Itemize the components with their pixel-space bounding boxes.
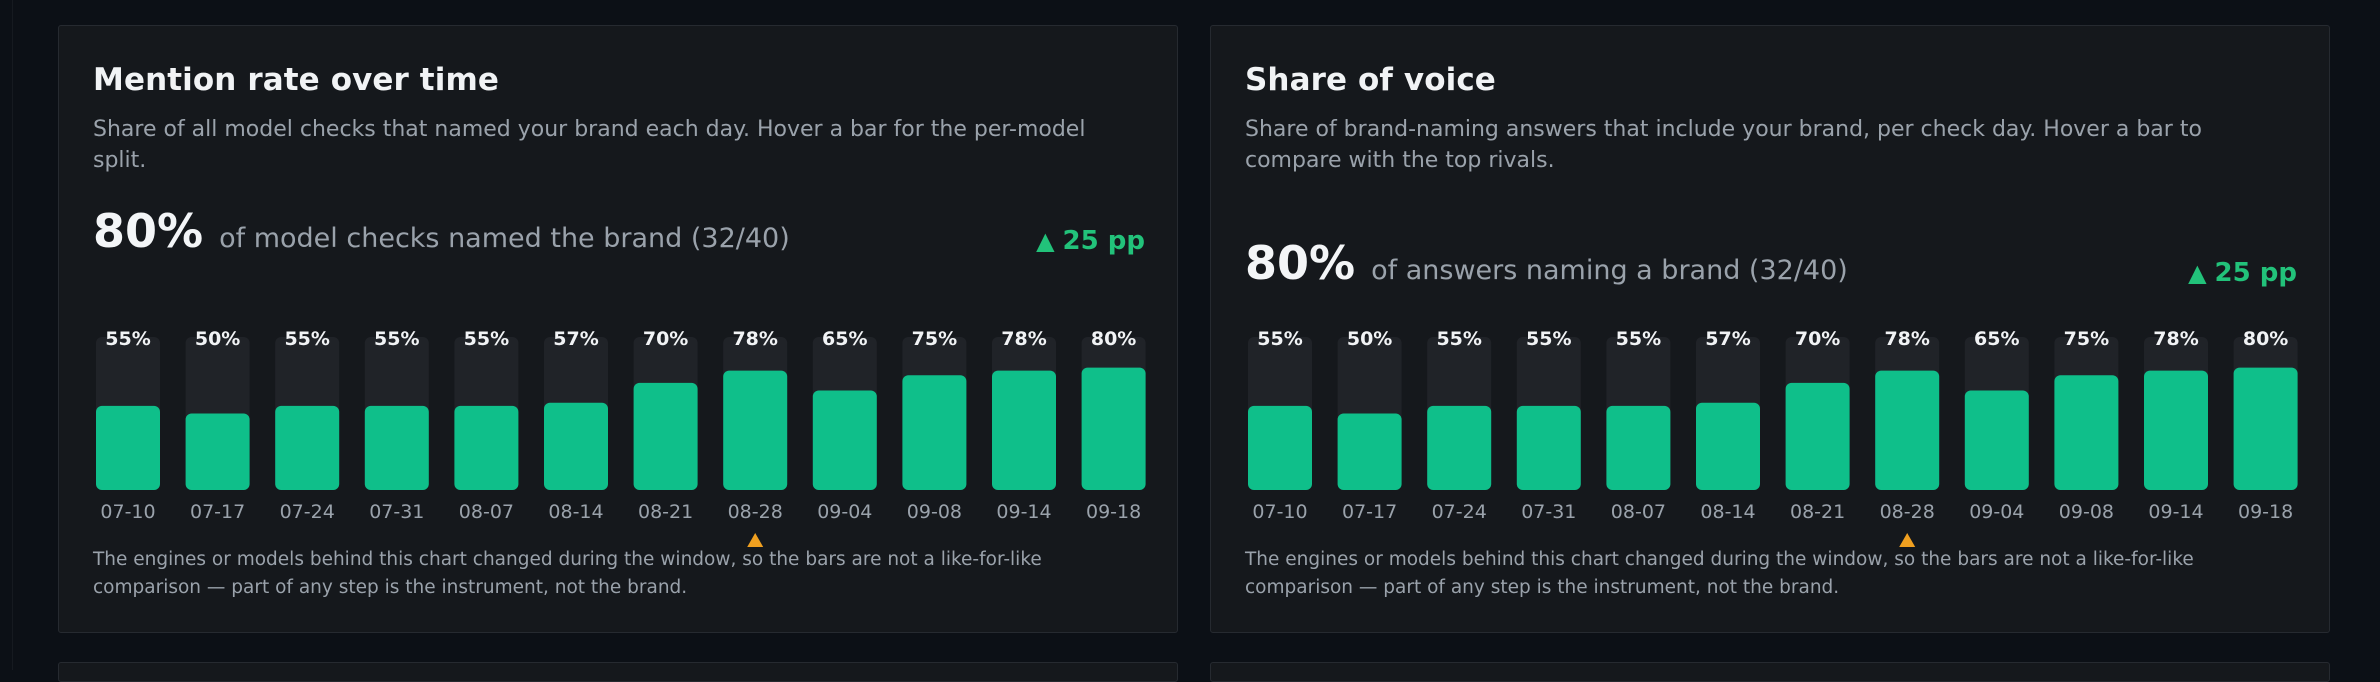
x-tick-label: 09-04	[1969, 501, 2024, 523]
bar-value-label: 80%	[1091, 328, 1136, 350]
bar-09-14[interactable]	[992, 370, 1056, 490]
share-of-voice-card: Share of voice Share of brand-naming ans…	[1210, 25, 2330, 633]
kpi-row: 80% of answers naming a brand (32/40)	[1245, 236, 1848, 290]
x-tick-label: 08-14	[548, 501, 603, 523]
window-edge	[12, 0, 13, 670]
bar-value-label: 78%	[2153, 328, 2198, 350]
x-tick-label: 08-07	[459, 501, 514, 523]
bar-07-24[interactable]	[275, 405, 340, 490]
bar-value-label: 57%	[553, 328, 598, 350]
x-tick-label: 07-31	[1521, 501, 1576, 523]
x-tick-label: 09-08	[2059, 501, 2114, 523]
bar-08-28[interactable]	[1875, 370, 1940, 490]
bar-value-label: 55%	[1526, 328, 1571, 350]
bar-07-31[interactable]	[364, 405, 429, 490]
x-tick-label: 07-10	[1252, 501, 1307, 523]
x-tick-label: 09-18	[2238, 501, 2293, 523]
bar-value-label: 75%	[2064, 328, 2109, 350]
x-tick-label: 09-08	[907, 501, 962, 523]
delta-badge: ▲ 25 pp	[2188, 258, 2297, 288]
x-tick-label: 08-14	[1700, 501, 1755, 523]
card-description: Share of brand-naming answers that inclu…	[1245, 117, 2202, 173]
delta-value: 25 pp	[1062, 226, 1145, 256]
kpi-value: 80%	[1245, 236, 1356, 290]
bar-value-label: 55%	[105, 328, 150, 350]
next-card-top	[58, 662, 1178, 682]
x-tick-label: 09-04	[817, 501, 872, 523]
next-card-top	[1210, 662, 2330, 682]
triangle-up-icon[interactable]	[1899, 533, 1916, 547]
kpi-label: of answers naming a brand (32/40)	[1371, 255, 1848, 286]
x-tick-label: 08-21	[1790, 501, 1845, 523]
bar-07-10[interactable]	[96, 405, 160, 490]
bar-08-21[interactable]	[633, 382, 698, 490]
bar-07-31[interactable]	[1516, 405, 1581, 490]
bar-value-label: 55%	[284, 328, 329, 350]
bar-value-label: 55%	[1616, 328, 1661, 350]
bar-value-label: 50%	[1347, 328, 1392, 350]
bar-09-04[interactable]	[812, 390, 877, 490]
bar-value-label: 55%	[1436, 328, 1481, 350]
x-tick-label: 08-28	[1880, 501, 1935, 523]
x-tick-label: 07-24	[1432, 501, 1487, 523]
bar-07-17[interactable]	[185, 413, 250, 491]
bar-value-label: 75%	[912, 328, 957, 350]
x-tick-label: 07-17	[1342, 501, 1397, 523]
bar-value-label: 80%	[2243, 328, 2288, 350]
kpi-row: 80% of model checks named the brand (32/…	[93, 204, 790, 258]
chart-footnote: The engines or models behind this chart …	[93, 549, 1042, 598]
bar-09-08[interactable]	[902, 375, 967, 490]
card-description: Share of all model checks that named you…	[93, 117, 1086, 173]
delta-value: 25 pp	[2214, 258, 2297, 288]
triangle-up-icon: ▲	[2188, 259, 2207, 287]
bar-09-04[interactable]	[1964, 390, 2029, 490]
bar-07-24[interactable]	[1427, 405, 1492, 490]
bar-value-label: 70%	[1795, 328, 1840, 350]
x-tick-label: 07-31	[369, 501, 424, 523]
bar-value-label: 55%	[464, 328, 509, 350]
mention-rate-bar-chart: 55% 07-10 50% 07-17 55% 07-24 55% 07-31 55% 08-07…	[96, 328, 1146, 547]
bar-07-17[interactable]	[1337, 413, 1402, 491]
bar-value-label: 50%	[195, 328, 240, 350]
x-tick-label: 08-07	[1611, 501, 1666, 523]
bar-value-label: 70%	[643, 328, 688, 350]
share-of-voice-bar-chart: 55% 07-10 50% 07-17 55% 07-24 55% 07-31 55% 08-07…	[1248, 328, 2298, 547]
bar-value-label: 65%	[822, 328, 867, 350]
bar-value-label: 55%	[374, 328, 419, 350]
delta-badge: ▲ 25 pp	[1036, 226, 1145, 256]
bar-08-21[interactable]	[1785, 382, 1850, 490]
bar-09-14[interactable]	[2144, 370, 2208, 490]
bar-value-label: 78%	[732, 328, 777, 350]
x-tick-label: 08-28	[728, 501, 783, 523]
bar-09-18[interactable]	[2233, 367, 2298, 490]
bar-value-label: 65%	[1974, 328, 2019, 350]
triangle-up-icon[interactable]	[747, 533, 764, 547]
kpi-label: of model checks named the brand (32/40)	[219, 223, 790, 254]
x-tick-label: 09-18	[1086, 501, 1141, 523]
bar-08-28[interactable]	[723, 370, 788, 490]
x-tick-label: 09-14	[2148, 501, 2203, 523]
bar-07-10[interactable]	[1248, 405, 1312, 490]
chart-footnote: The engines or models behind this chart …	[1245, 549, 2194, 598]
bar-value-label: 55%	[1257, 328, 1302, 350]
x-tick-label: 07-17	[190, 501, 245, 523]
x-tick-label: 07-24	[280, 501, 335, 523]
bar-08-14[interactable]	[1696, 402, 1760, 490]
bar-08-07[interactable]	[1606, 405, 1671, 490]
x-tick-label: 09-14	[996, 501, 1051, 523]
mention-rate-card: Mention rate over time Share of all mode…	[58, 25, 1178, 633]
x-tick-label: 07-10	[100, 501, 155, 523]
x-tick-label: 08-21	[638, 501, 693, 523]
bar-value-label: 78%	[1884, 328, 1929, 350]
card-title: Mention rate over time	[93, 62, 499, 98]
kpi-value: 80%	[93, 204, 204, 258]
bar-value-label: 57%	[1705, 328, 1750, 350]
bar-value-label: 78%	[1001, 328, 1046, 350]
bar-09-08[interactable]	[2054, 375, 2119, 490]
triangle-up-icon: ▲	[1036, 227, 1055, 255]
bar-08-14[interactable]	[544, 402, 608, 490]
card-title: Share of voice	[1245, 62, 1496, 98]
bar-08-07[interactable]	[454, 405, 519, 490]
bar-09-18[interactable]	[1081, 367, 1146, 490]
